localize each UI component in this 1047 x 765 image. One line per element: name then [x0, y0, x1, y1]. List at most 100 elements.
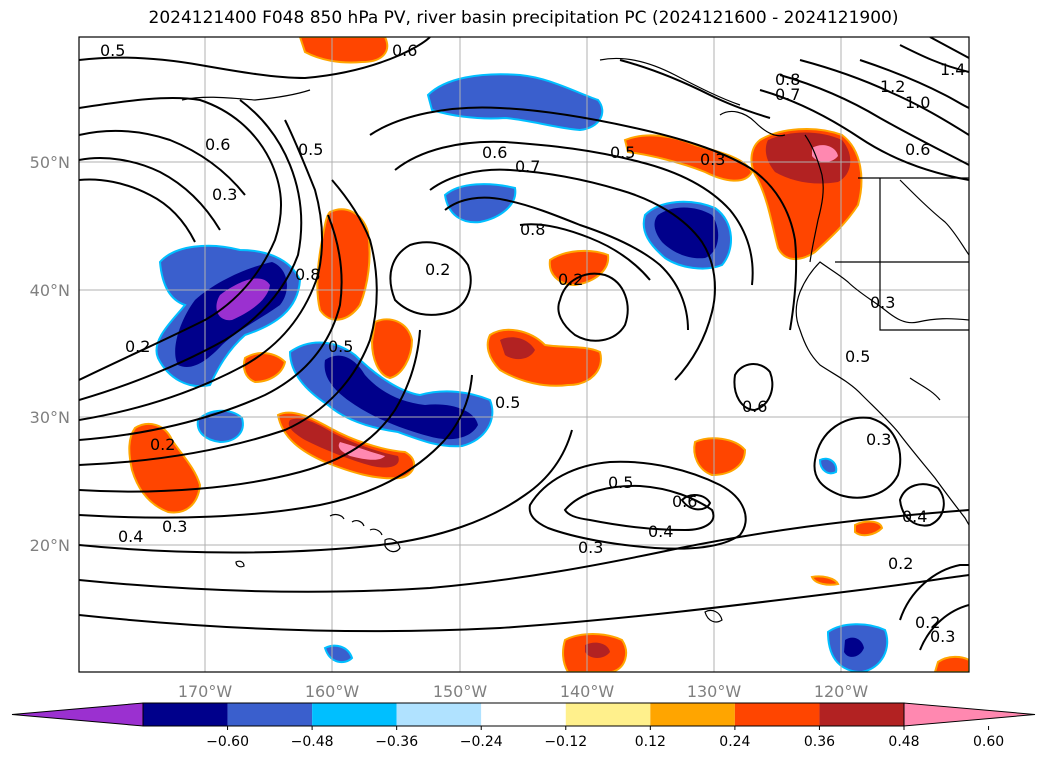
contour-label: 0.2 [150, 435, 175, 454]
contour-label: 0.3 [930, 627, 955, 646]
colorbar: −0.60 −0.48 −0.36 −0.24 −0.12 0.12 0.24 0.36 0.4… [11, 702, 1036, 750]
pv-contours [79, 37, 969, 651]
contour-label: 0.5 [328, 337, 353, 356]
colorbar-segment [565, 703, 651, 726]
colorbar-segment [734, 703, 820, 726]
contour-label: 0.6 [482, 143, 507, 162]
colorbar-label: 0.24 [719, 734, 750, 750]
colorbar-label: −0.24 [460, 734, 503, 750]
contour-label: 0.5 [845, 347, 870, 366]
contour-label: 0.6 [392, 41, 417, 60]
contour-label: 0.4 [902, 507, 927, 526]
precip-pos-region [933, 655, 969, 672]
precip-pos-core [500, 337, 535, 360]
contour-label: 0.3 [700, 150, 725, 169]
longitude-tick-labels: 170°W 160°W 150°W 140°W 130°W 120°W [178, 682, 869, 701]
contour-label: 0.2 [915, 613, 940, 632]
contour-label: 0.2 [558, 270, 583, 289]
colorbar-outline [142, 702, 905, 727]
contour-labels: 0.5 0.6 0.6 0.5 0.3 0.6 0.7 0.5 0.3 0.8 … [100, 41, 965, 646]
colorbar-label: 0.48 [888, 734, 919, 750]
precip-neg-region [426, 73, 604, 132]
colorbar-segment [650, 703, 735, 726]
contour-label: 0.8 [520, 220, 545, 239]
precip-neg-extreme [216, 278, 270, 321]
precip-neg-region [818, 457, 838, 475]
contour-label: 0.3 [162, 517, 187, 536]
precip-pos-region [316, 208, 371, 321]
coastlines [181, 57, 969, 526]
precip-pos-region [242, 352, 287, 384]
map-title: 2024121400 F048 850 hPa PV, river basin … [148, 8, 899, 28]
map-frame [78, 36, 970, 673]
precip-pos-region [854, 520, 884, 537]
precip-pos-region [693, 437, 747, 477]
precip-pos-extreme [812, 145, 838, 162]
colorbar-extend-high [903, 702, 1036, 727]
precip-neg-core [324, 355, 478, 440]
lon-tick-label: 120°W [814, 682, 869, 701]
contour-label: 0.4 [118, 527, 143, 546]
precip-pos-region [370, 318, 414, 380]
contour-label: 0.8 [295, 265, 320, 284]
colorbar-extend-low [11, 702, 144, 727]
lat-tick-label: 50°N [30, 153, 70, 172]
lat-tick-label: 30°N [30, 408, 70, 427]
contour-label: 0.3 [212, 185, 237, 204]
precip-neg-region [196, 409, 244, 444]
contour-label: 0.5 [495, 393, 520, 412]
contour-label: 0.6 [905, 140, 930, 159]
contour-label: 0.5 [100, 41, 125, 60]
contour-label: 1.4 [940, 60, 965, 79]
contour-label: 0.2 [125, 337, 150, 356]
contour-label: 0.5 [608, 473, 633, 492]
colorbar-segment [227, 703, 313, 726]
contour-label: 0.5 [298, 140, 323, 159]
precip-neg-region [443, 183, 517, 224]
contour-label: 0.6 [672, 492, 697, 511]
gridlines [79, 37, 969, 672]
colorbar-label: −0.36 [375, 734, 418, 750]
lon-tick-label: 170°W [178, 682, 233, 701]
precip-pos-core [765, 132, 851, 184]
precip-pos-core [585, 642, 610, 658]
colorbar-label: 0.36 [804, 734, 835, 750]
colorbar-segment [396, 703, 482, 726]
precip-pos-region [810, 575, 840, 586]
contour-label: 0.3 [578, 538, 603, 557]
contour-label: 0.7 [775, 85, 800, 104]
contour-label: 0.2 [888, 554, 913, 573]
colorbar-label: 0.60 [973, 734, 1004, 750]
colorbar-label: −0.12 [544, 734, 587, 750]
contour-label: 1.0 [905, 93, 930, 112]
colorbar-segment [481, 703, 566, 726]
colorbar-segment [312, 703, 397, 726]
contour-label: 0.3 [866, 430, 891, 449]
colorbar-segment [819, 703, 904, 726]
contour-label: 0.6 [742, 397, 767, 416]
precip-neg-core [844, 637, 864, 657]
lon-tick-label: 140°W [560, 682, 615, 701]
lon-tick-label: 150°W [433, 682, 488, 701]
precip-neg-core [654, 207, 719, 259]
contour-label: 0.6 [205, 135, 230, 154]
colorbar-label: 0.12 [635, 734, 666, 750]
precipitation-shading [128, 37, 969, 672]
precip-pos-region [298, 37, 389, 64]
contour-label: 0.4 [648, 522, 673, 541]
colorbar-label: −0.60 [206, 734, 249, 750]
precip-neg-region [323, 644, 354, 664]
contour-label: 0.7 [515, 157, 540, 176]
contour-label: 0.2 [425, 260, 450, 279]
precip-pos-extreme [338, 442, 385, 460]
contour-label: 0.3 [870, 293, 895, 312]
islands [235, 513, 723, 623]
lon-tick-label: 130°W [687, 682, 742, 701]
colorbar-segment [143, 703, 228, 726]
contour-label: 1.2 [880, 77, 905, 96]
contour-label: 0.8 [775, 70, 800, 89]
latitude-tick-labels: 50°N 40°N 30°N 20°N [30, 153, 70, 555]
lat-tick-label: 20°N [30, 536, 70, 555]
lat-tick-label: 40°N [30, 281, 70, 300]
